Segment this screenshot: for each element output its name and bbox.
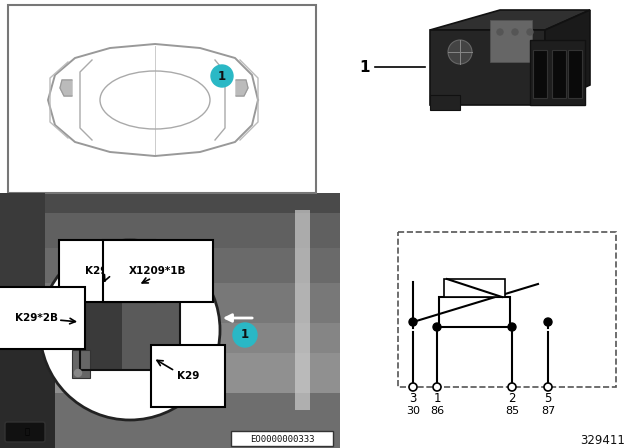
Bar xyxy=(430,30,545,105)
Text: 329411: 329411 xyxy=(580,434,625,447)
Bar xyxy=(130,288,140,298)
Bar xyxy=(88,288,98,298)
Bar xyxy=(490,20,532,62)
Circle shape xyxy=(497,29,503,35)
Text: 87: 87 xyxy=(541,406,555,416)
Bar xyxy=(0,193,340,448)
Text: EO0000000333: EO0000000333 xyxy=(250,435,314,444)
Bar xyxy=(439,297,510,327)
Bar xyxy=(568,50,582,98)
Polygon shape xyxy=(60,80,72,96)
Bar xyxy=(533,50,547,98)
Circle shape xyxy=(40,240,220,420)
Polygon shape xyxy=(545,10,590,105)
Bar xyxy=(0,248,340,283)
Bar xyxy=(0,213,340,248)
Circle shape xyxy=(512,29,518,35)
Text: 2: 2 xyxy=(508,392,516,405)
Polygon shape xyxy=(430,10,590,30)
Circle shape xyxy=(74,370,81,376)
Bar xyxy=(80,298,180,370)
Circle shape xyxy=(508,323,516,331)
Polygon shape xyxy=(236,80,248,96)
Bar xyxy=(552,50,566,98)
Bar xyxy=(398,232,616,387)
Bar xyxy=(122,298,180,370)
Polygon shape xyxy=(48,44,258,156)
Text: X1209*1B: X1209*1B xyxy=(129,266,187,276)
Bar xyxy=(72,350,90,378)
Text: 1: 1 xyxy=(433,392,441,405)
Bar xyxy=(444,279,505,297)
Text: K29: K29 xyxy=(177,371,199,381)
Text: 1: 1 xyxy=(218,69,226,82)
Text: 85: 85 xyxy=(505,406,519,416)
Bar xyxy=(0,323,340,353)
Circle shape xyxy=(508,383,516,391)
FancyBboxPatch shape xyxy=(231,431,333,446)
Bar xyxy=(0,283,340,323)
Circle shape xyxy=(233,323,257,347)
Bar xyxy=(114,284,124,298)
Bar xyxy=(430,95,460,110)
Text: 30: 30 xyxy=(406,406,420,416)
Circle shape xyxy=(211,65,233,87)
Circle shape xyxy=(409,383,417,391)
Text: 1: 1 xyxy=(241,328,249,341)
Bar xyxy=(295,210,310,410)
Bar xyxy=(0,393,340,448)
Text: 1: 1 xyxy=(360,60,370,74)
Text: K29*1B: K29*1B xyxy=(86,266,129,276)
Bar xyxy=(0,353,340,393)
Bar xyxy=(530,40,585,105)
Bar xyxy=(0,313,55,448)
Text: 86: 86 xyxy=(430,406,444,416)
Circle shape xyxy=(527,29,533,35)
Circle shape xyxy=(409,318,417,326)
Text: K29*2B: K29*2B xyxy=(15,313,58,323)
Bar xyxy=(8,5,316,193)
Circle shape xyxy=(433,383,441,391)
Text: 🚗: 🚗 xyxy=(24,427,29,436)
Bar xyxy=(0,193,340,213)
Circle shape xyxy=(544,318,552,326)
Bar xyxy=(101,284,111,298)
Bar xyxy=(80,298,122,370)
Text: 5: 5 xyxy=(544,392,552,405)
Circle shape xyxy=(433,323,441,331)
Circle shape xyxy=(448,40,472,64)
Bar xyxy=(0,193,45,313)
FancyBboxPatch shape xyxy=(5,422,45,442)
Text: 3: 3 xyxy=(410,392,417,405)
Circle shape xyxy=(544,383,552,391)
